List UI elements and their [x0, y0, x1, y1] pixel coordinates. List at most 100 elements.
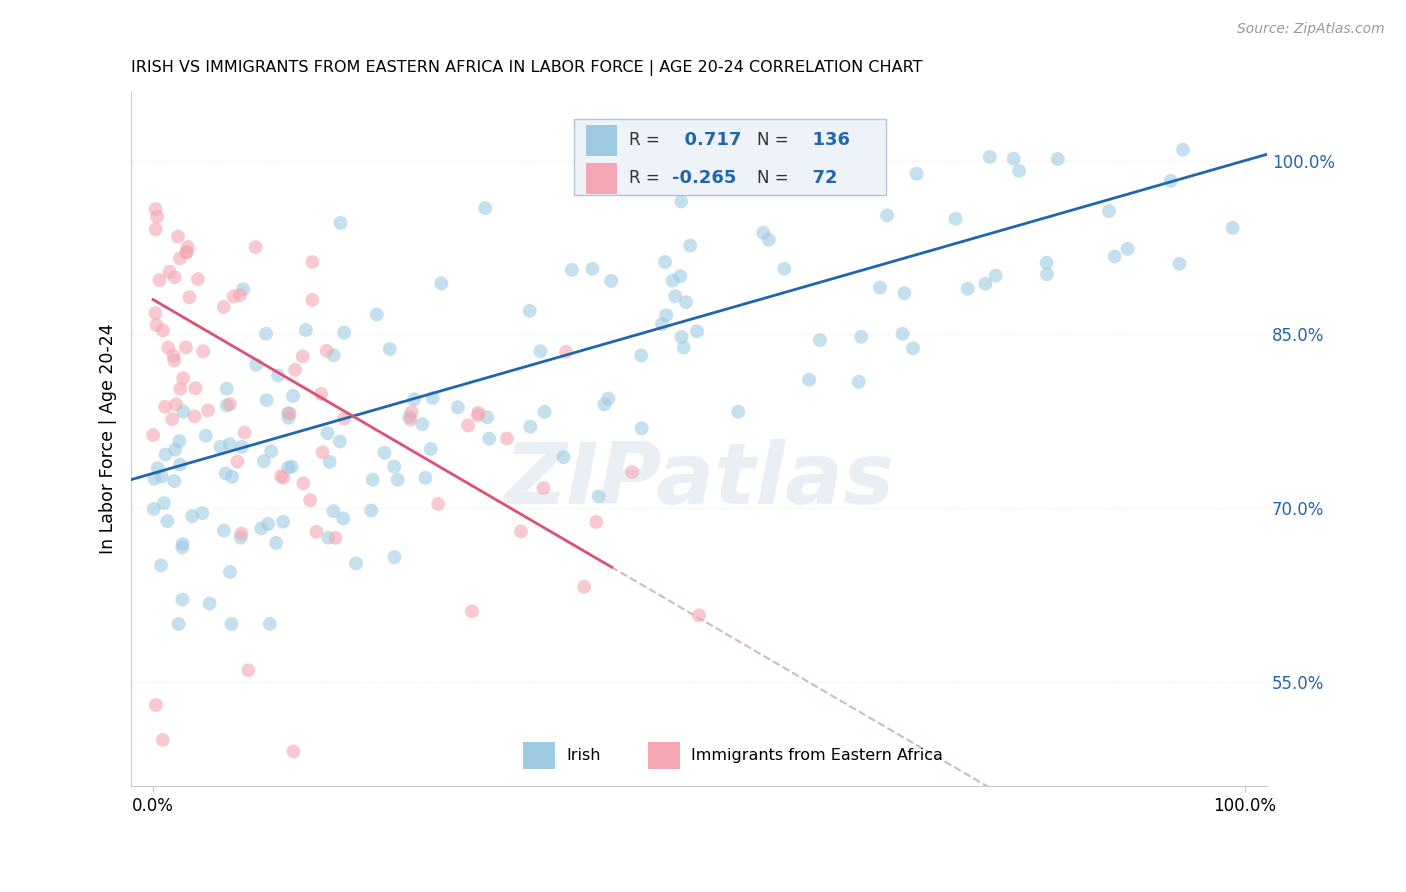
- Point: [510, 524, 533, 539]
- Point: [253, 454, 276, 468]
- Point: [215, 399, 238, 413]
- Point: [191, 344, 214, 359]
- Point: [215, 467, 238, 481]
- Point: [382, 459, 405, 474]
- Text: 136: 136: [800, 131, 851, 149]
- Text: 72: 72: [800, 169, 838, 187]
- Point: [231, 440, 253, 454]
- Point: [404, 392, 426, 407]
- Point: [585, 515, 607, 529]
- Text: IRISH VS IMMIGRANTS FROM EASTERN AFRICA IN LABOR FORCE | AGE 20-24 CORRELATION C: IRISH VS IMMIGRANTS FROM EASTERN AFRICA …: [131, 60, 922, 76]
- Point: [197, 403, 219, 417]
- Text: R =: R =: [628, 131, 659, 149]
- Point: [869, 280, 891, 294]
- Point: [257, 516, 280, 531]
- Point: [148, 273, 170, 287]
- Point: [167, 229, 190, 244]
- Point: [361, 473, 384, 487]
- Point: [218, 397, 240, 411]
- Point: [325, 531, 347, 545]
- Point: [145, 222, 167, 236]
- Point: [387, 473, 409, 487]
- Point: [419, 442, 441, 456]
- Point: [533, 405, 555, 419]
- Point: [270, 469, 292, 483]
- Point: [974, 277, 997, 291]
- Point: [231, 526, 253, 541]
- Point: [1116, 242, 1139, 256]
- Point: [305, 524, 328, 539]
- Point: [318, 455, 340, 469]
- Point: [1036, 267, 1059, 281]
- Point: [620, 465, 643, 479]
- Point: [849, 330, 872, 344]
- Point: [271, 470, 294, 484]
- Point: [519, 303, 541, 318]
- Point: [553, 450, 575, 464]
- Point: [183, 409, 205, 424]
- Point: [156, 514, 179, 528]
- Point: [229, 531, 252, 545]
- Point: [398, 409, 420, 424]
- Point: [271, 515, 294, 529]
- Point: [301, 293, 323, 307]
- Point: [411, 417, 433, 432]
- Point: [797, 373, 820, 387]
- Point: [159, 265, 181, 279]
- Point: [467, 409, 489, 423]
- Point: [561, 263, 583, 277]
- Point: [172, 592, 194, 607]
- Point: [209, 440, 232, 454]
- Point: [143, 472, 166, 486]
- Point: [366, 308, 388, 322]
- Point: [221, 470, 243, 484]
- Point: [172, 537, 194, 551]
- Point: [360, 503, 382, 517]
- Point: [758, 233, 780, 247]
- FancyBboxPatch shape: [574, 119, 886, 195]
- Point: [956, 282, 979, 296]
- Point: [278, 407, 301, 421]
- Text: Immigrants from Eastern Africa: Immigrants from Eastern Africa: [692, 748, 943, 763]
- Text: -0.265: -0.265: [672, 169, 737, 187]
- Text: Source: ZipAtlas.com: Source: ZipAtlas.com: [1237, 22, 1385, 37]
- Point: [256, 393, 278, 408]
- Point: [174, 341, 197, 355]
- Point: [176, 244, 198, 259]
- Point: [142, 502, 165, 516]
- Point: [142, 428, 165, 442]
- Point: [284, 363, 307, 377]
- Point: [198, 597, 221, 611]
- Point: [773, 261, 796, 276]
- Point: [373, 445, 395, 459]
- Text: 0.717: 0.717: [672, 131, 741, 149]
- Point: [315, 343, 337, 358]
- Point: [401, 405, 423, 419]
- Point: [254, 326, 277, 341]
- Point: [1222, 220, 1244, 235]
- Point: [318, 531, 340, 545]
- Point: [655, 308, 678, 322]
- Point: [169, 382, 191, 396]
- Point: [145, 698, 167, 712]
- Point: [226, 455, 249, 469]
- Point: [283, 744, 305, 758]
- Point: [238, 663, 260, 677]
- Bar: [648, 742, 679, 769]
- Point: [167, 616, 190, 631]
- Point: [901, 342, 924, 356]
- Point: [145, 202, 167, 216]
- Point: [163, 353, 186, 368]
- Point: [169, 252, 191, 266]
- Point: [163, 474, 186, 488]
- Point: [172, 371, 194, 385]
- Point: [848, 375, 870, 389]
- Point: [630, 421, 652, 435]
- Point: [267, 368, 290, 383]
- Point: [145, 318, 167, 332]
- Point: [893, 286, 915, 301]
- Point: [191, 506, 214, 520]
- Y-axis label: In Labor Force | Age 20-24: In Labor Force | Age 20-24: [100, 323, 117, 554]
- Point: [165, 397, 187, 411]
- Point: [322, 348, 344, 362]
